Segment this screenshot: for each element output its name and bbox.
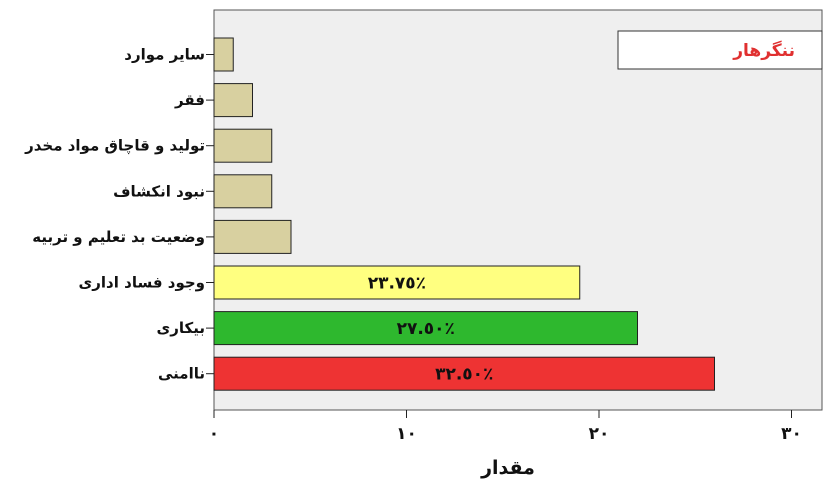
bar-1 xyxy=(213,37,234,72)
bar-5 xyxy=(213,219,292,254)
plot-area xyxy=(213,9,823,411)
bar-8 xyxy=(213,356,715,391)
legend-label: ننگرهار xyxy=(732,40,795,61)
category-label: وضعیت بد تعلیم و تربیه xyxy=(32,228,205,246)
x-tick-label: ٠ xyxy=(209,424,219,444)
bars-layer: ٢٣.٧٥٪ ٢٧.٥٠٪ ٣٢.٥٠٪ xyxy=(213,37,715,391)
bar-6 xyxy=(213,265,581,300)
x-tick-label: ١٠ xyxy=(396,424,417,444)
category-label: سایر موارد xyxy=(124,46,205,64)
category-label: وجود فساد اداری xyxy=(79,274,205,292)
bar-3 xyxy=(213,128,273,163)
legend-box xyxy=(617,30,823,70)
category-label: فقر xyxy=(174,91,205,109)
x-tick-label: ٢٠ xyxy=(589,424,610,444)
bar-4 xyxy=(213,174,273,209)
category-label: بیکاری xyxy=(157,319,206,337)
category-label: ناامنی xyxy=(158,365,205,383)
category-label: نبود انکشاف xyxy=(113,182,205,200)
data-label: ٢٣.٧٥٪ xyxy=(368,274,426,294)
x-tick-label: ٣٠ xyxy=(781,424,802,444)
bar-7 xyxy=(213,311,638,346)
bar-2 xyxy=(213,83,253,118)
data-label: ٢٧.٥٠٪ xyxy=(397,319,455,339)
x-axis-title: مقدار xyxy=(480,457,535,479)
axis-layer: سایر موارد فقر تولید و قاچاق مواد مخدر نبود… xyxy=(24,46,802,445)
legend: ننگرهار xyxy=(617,30,823,70)
category-label: تولید و قاچاق مواد مخدر xyxy=(24,137,205,156)
data-label: ٣٢.٥٠٪ xyxy=(435,365,493,385)
